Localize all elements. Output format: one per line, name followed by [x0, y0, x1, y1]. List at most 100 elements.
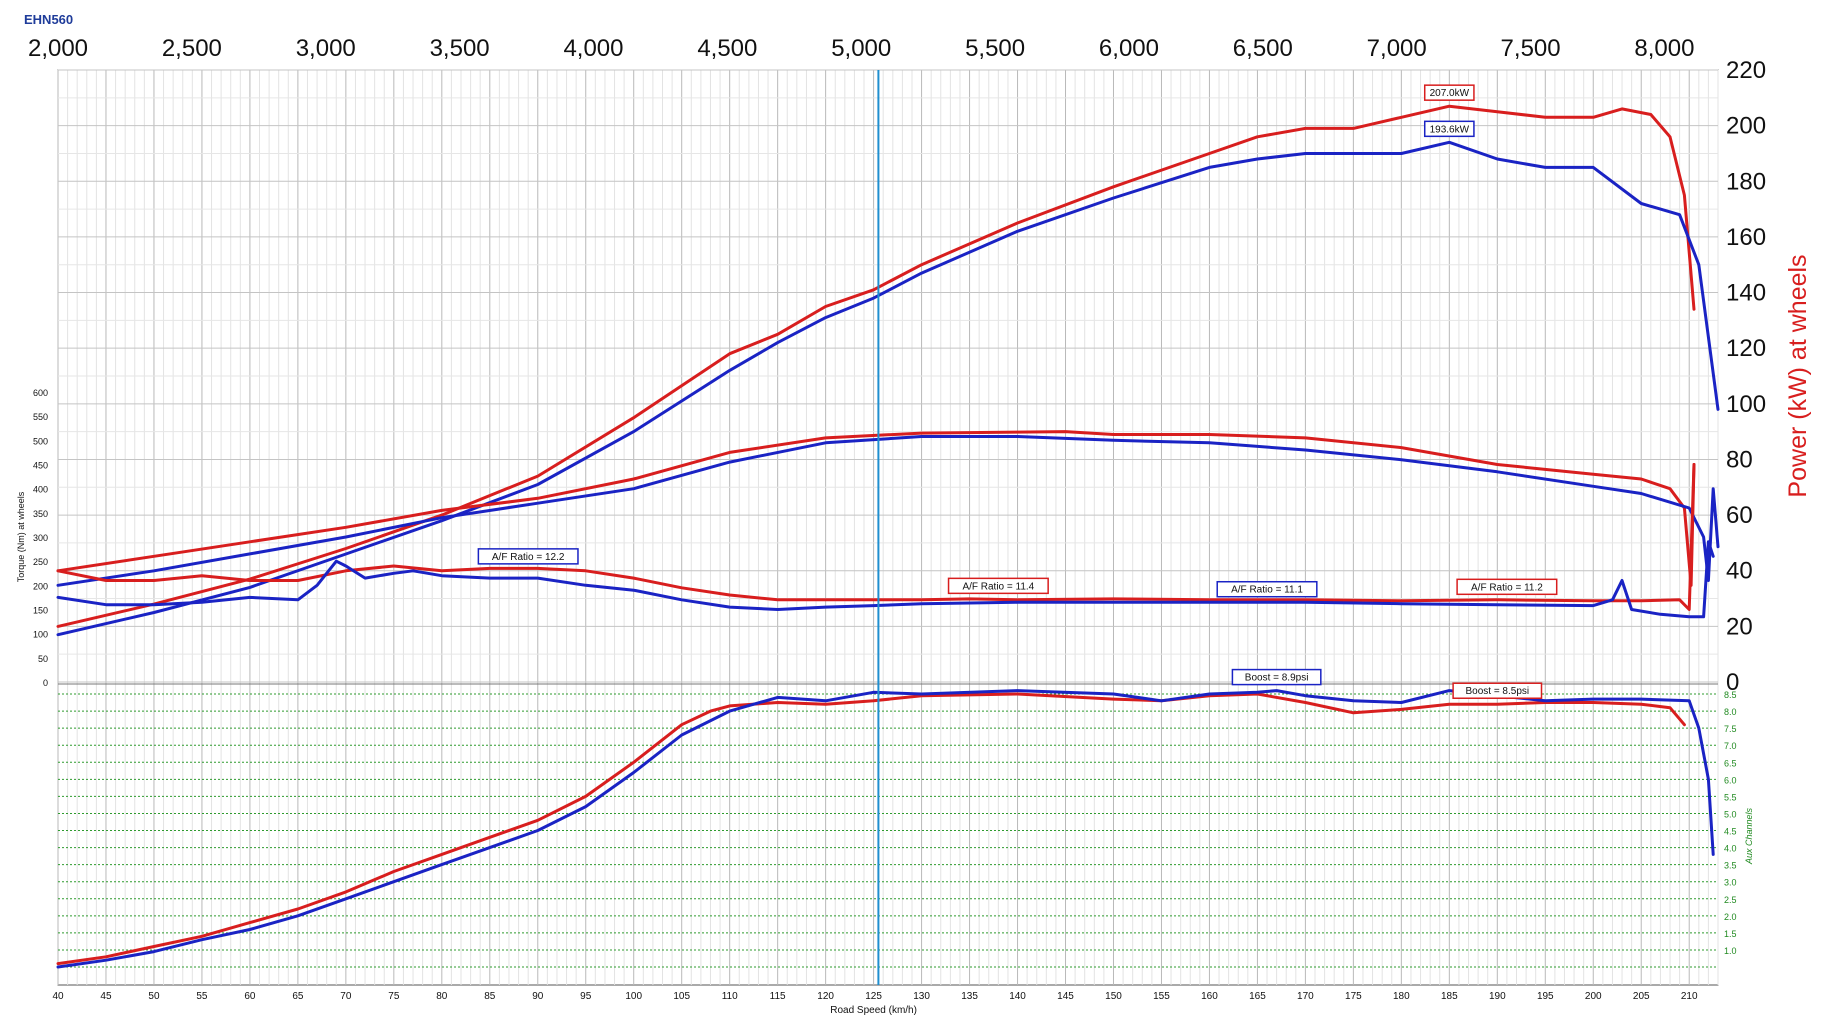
aux-tick-label: 7.5: [1724, 724, 1737, 734]
speed-tick-label: 40: [52, 991, 64, 1002]
aux-tick-label: 3.5: [1724, 861, 1737, 871]
aux-axis: 1.0 1.5 2.0 2.5 3.0 3.5 4.0 4.5 5.0 5.5 6.0 6.5 7.0 7…: [1724, 690, 1754, 956]
rpm-tick-label: 4,500: [697, 35, 757, 62]
annotation-label: 207.0kW: [1423, 84, 1475, 101]
annotation-text: Boost = 8.9psi: [1245, 673, 1309, 684]
speed-tick-label: 175: [1345, 991, 1362, 1002]
annotations: 207.0kW 193.6kW A/F Ratio = 12.2 A/F Ratio …: [477, 84, 1558, 699]
speed-tick-label: 125: [865, 991, 882, 1002]
power-tick-label: 0: [1726, 669, 1739, 696]
rpm-tick-label: 6,500: [1233, 35, 1293, 62]
power-tick-label: 120: [1726, 335, 1766, 362]
torque-tick-label: 0: [43, 678, 48, 688]
aux-tick-label: 5.5: [1724, 792, 1737, 802]
annotation-label: Boost = 8.9psi: [1231, 668, 1322, 686]
speed-tick-label: 85: [484, 991, 496, 1002]
red-torque-line: [56, 430, 1696, 587]
power-tick-label: 180: [1726, 168, 1766, 195]
power-axis: 0 20 40 60 80 100 120 140 160 180 200 220 Power (kW)…: [1726, 57, 1812, 696]
torque-tick-label: 400: [33, 485, 48, 495]
speed-tick-label: 190: [1489, 991, 1506, 1002]
rpm-tick-label: 3,000: [296, 35, 356, 62]
torque-tick-label: 600: [33, 388, 48, 398]
rpm-tick-label: 2,500: [162, 35, 222, 62]
speed-tick-label: 135: [961, 991, 978, 1002]
speed-tick-label: 180: [1393, 991, 1410, 1002]
speed-axis: 40 45 50 55 60 65 70 75 80 85 90 95 100 105 110 115 120 1…: [52, 991, 1698, 1016]
torque-tick-label: 550: [33, 412, 48, 422]
speed-tick-label: 90: [532, 991, 544, 1002]
torque-tick-label: 450: [33, 461, 48, 471]
rpm-tick-label: 3,500: [430, 35, 490, 62]
aux-tick-label: 2.5: [1724, 895, 1737, 905]
rpm-tick-label: 5,000: [831, 35, 891, 62]
speed-tick-label: 65: [292, 991, 304, 1002]
power-tick-label: 60: [1726, 502, 1753, 529]
power-tick-label: 140: [1726, 280, 1766, 307]
torque-tick-label: 350: [33, 509, 48, 519]
aux-tick-label: 6.0: [1724, 775, 1737, 785]
rpm-tick-label: 2,000: [28, 35, 88, 62]
red-power-line: [56, 104, 1696, 628]
rpm-tick-label: 8,000: [1634, 35, 1694, 62]
speed-tick-label: 115: [770, 991, 786, 1002]
aux-tick-label: 3.0: [1724, 878, 1737, 888]
torque-tick-label: 150: [33, 606, 48, 616]
power-tick-label: 100: [1726, 391, 1766, 418]
aux-tick-label: 8.0: [1724, 707, 1737, 717]
annotation-label: 193.6kW: [1423, 120, 1475, 138]
aux-tick-label: 2.0: [1724, 912, 1737, 922]
annotation-box: [477, 548, 579, 565]
speed-tick-label: 200: [1585, 991, 1602, 1002]
speed-axis-title: Road Speed (km/h): [830, 1005, 917, 1016]
red-boost-line: [56, 692, 1686, 966]
annotation-box: [1231, 668, 1322, 686]
speed-tick-label: 75: [388, 991, 400, 1002]
torque-tick-label: 250: [33, 557, 48, 567]
speed-tick-label: 130: [913, 991, 930, 1002]
annotation-box: [1456, 578, 1558, 596]
speed-tick-label: 185: [1441, 991, 1458, 1002]
speed-tick-label: 120: [817, 991, 834, 1002]
annotation-box: [1216, 580, 1318, 598]
speed-tick-label: 50: [148, 991, 160, 1002]
aux-tick-label: 4.0: [1724, 844, 1737, 854]
annotation-label: Boost = 8.5psi: [1452, 682, 1543, 699]
power-tick-label: 160: [1726, 224, 1766, 251]
rpm-tick-label: 6,000: [1099, 35, 1159, 62]
annotation-label: A/F Ratio = 12.2: [477, 548, 579, 565]
vertical-grid: [57, 70, 1719, 985]
blue-afr-line: [56, 540, 1715, 619]
speed-tick-label: 150: [1105, 991, 1122, 1002]
blue-torque-line: [56, 435, 1720, 587]
speed-tick-label: 205: [1633, 991, 1650, 1002]
speed-tick-label: 55: [196, 991, 208, 1002]
speed-tick-label: 165: [1249, 991, 1266, 1002]
speed-tick-label: 100: [625, 991, 642, 1002]
speed-tick-label: 160: [1201, 991, 1218, 1002]
torque-tick-label: 500: [33, 436, 48, 446]
speed-tick-label: 145: [1057, 991, 1074, 1002]
power-tick-label: 200: [1726, 113, 1766, 140]
torque-tick-label: 200: [33, 581, 48, 591]
annotation-text: 193.6kW: [1430, 124, 1470, 135]
speed-tick-label: 60: [244, 991, 256, 1002]
blue-boost-line: [56, 689, 1715, 969]
power-tick-label: 20: [1726, 613, 1753, 640]
rpm-tick-label: 7,000: [1367, 35, 1427, 62]
torque-tick-label: 100: [33, 630, 48, 640]
speed-tick-label: 155: [1153, 991, 1170, 1002]
run-identifier: EHN560: [24, 12, 74, 27]
annotation-box: [1423, 120, 1475, 138]
annotation-text: A/F Ratio = 11.2: [1471, 582, 1543, 593]
red-afr-line: [56, 463, 1696, 611]
torque-tick-label: 50: [38, 654, 48, 664]
aux-tick-label: 1.0: [1724, 946, 1737, 956]
aux-tick-label: 1.5: [1724, 929, 1737, 939]
rpm-tick-label: 7,500: [1501, 35, 1561, 62]
aux-tick-label: 7.0: [1724, 741, 1737, 751]
rpm-axis: 2,000 2,500 3,000 3,500 4,000 4,500 5,000 5,500…: [28, 35, 1695, 62]
torque-tick-label: 300: [33, 533, 48, 543]
speed-tick-label: 195: [1537, 991, 1554, 1002]
annotation-label: A/F Ratio = 11.1: [1216, 580, 1318, 598]
